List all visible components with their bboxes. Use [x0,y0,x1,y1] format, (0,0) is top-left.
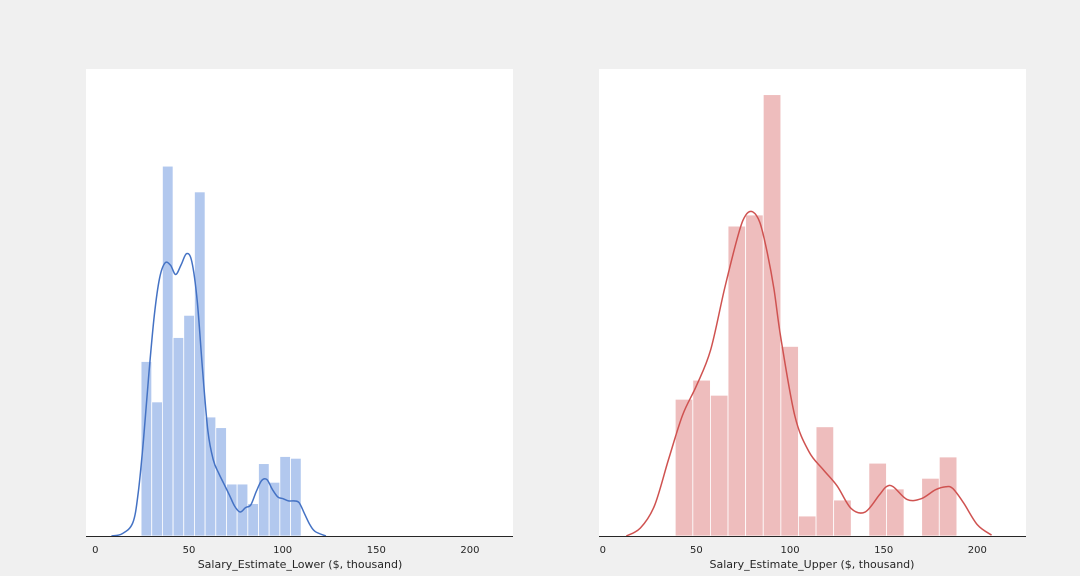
histogram-bar-7 [215,427,227,537]
histogram-bar-13 [279,456,291,537]
histogram-bar-14 [921,477,940,537]
histogram-bar-10 [247,503,259,537]
x-tick-label-50: 50 [690,545,703,556]
kde-curve [111,252,327,537]
x-tick-labels: 0 50 100 150 200 [600,545,987,556]
histogram-bars [674,94,958,537]
histogram-bar-0 [674,398,694,537]
x-tick-labels: 0 50 100 150 200 [92,545,479,556]
x-tick-label-200: 200 [968,545,987,556]
salary-upper-histogram: 0 50 100 150 200 Salary_Estimate_Upper ($, t… [599,69,1026,571]
x-tick-label-0: 0 [600,545,606,556]
histogram-bar-14 [290,457,302,537]
x-tick-label-150: 150 [874,545,893,556]
histogram-bar-3 [727,225,747,537]
histogram-bar-7 [798,515,817,537]
histogram-bar-1 [692,379,711,537]
x-tick-label-200: 200 [460,545,479,556]
x-tick-label-150: 150 [367,545,386,556]
histogram-bar-11 [868,462,887,537]
histogram-bar-2 [710,394,729,537]
histogram-bar-2 [162,165,174,537]
histogram-bar-6 [204,416,217,537]
histogram-bar-15 [938,456,958,537]
x-tick-label-50: 50 [183,545,196,556]
histogram-bar-12 [268,481,281,537]
plot-background [599,69,1026,536]
histogram-bar-11 [258,463,270,537]
histogram-bar-3 [172,337,185,537]
histogram-bar-5 [194,191,206,537]
kde-curve [625,210,992,537]
histogram-bar-6 [780,346,799,537]
x-axis-label: Salary_Estimate_Lower ($, thousand) [198,558,403,571]
histogram-bar-12 [886,488,905,537]
histogram-bar-4 [745,214,764,537]
x-axis-label: Salary_Estimate_Upper ($, thousand) [710,558,915,571]
x-tick-label-100: 100 [273,545,292,556]
salary-lower-histogram: 0 50 100 150 200 Salary_Estimate_Lower ($, t… [86,69,513,571]
histogram-bar-1 [151,401,163,537]
histogram-bar-4 [183,314,195,537]
x-tick-label-0: 0 [92,545,98,556]
histogram-bar-8 [815,426,835,537]
x-tick-label-100: 100 [780,545,799,556]
